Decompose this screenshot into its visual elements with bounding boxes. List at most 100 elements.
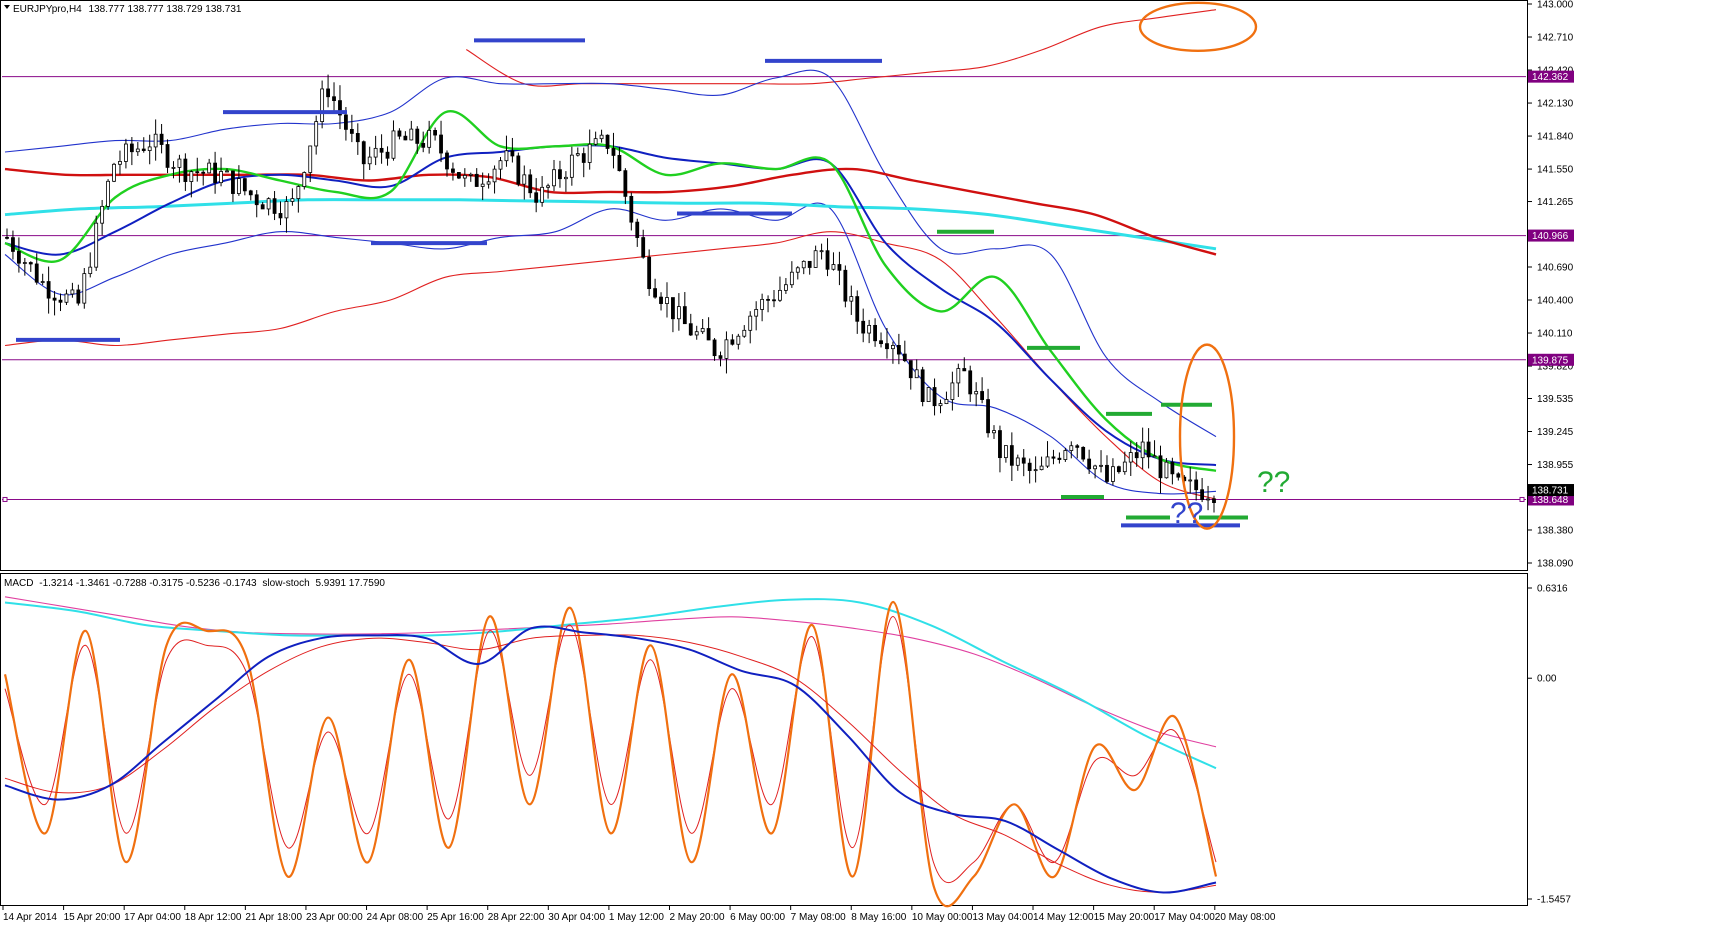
candle[interactable] bbox=[617, 155, 622, 172]
candle[interactable] bbox=[998, 430, 1002, 459]
candle[interactable] bbox=[415, 128, 420, 144]
candle[interactable] bbox=[1212, 498, 1216, 503]
candle[interactable] bbox=[1099, 464, 1103, 467]
ma-red-line[interactable] bbox=[4, 167, 1217, 256]
candle[interactable] bbox=[22, 262, 27, 264]
candle[interactable] bbox=[534, 192, 539, 203]
candle[interactable] bbox=[575, 153, 580, 156]
candle[interactable] bbox=[260, 204, 265, 210]
candle[interactable] bbox=[766, 298, 770, 301]
candle[interactable] bbox=[1087, 458, 1092, 470]
candle[interactable] bbox=[16, 251, 21, 264]
candle[interactable] bbox=[552, 169, 556, 187]
candle[interactable] bbox=[974, 391, 979, 395]
candle[interactable] bbox=[896, 345, 901, 355]
candle[interactable] bbox=[100, 205, 105, 224]
candle[interactable] bbox=[807, 260, 812, 268]
candle[interactable] bbox=[433, 130, 437, 136]
candle[interactable] bbox=[355, 133, 360, 143]
candle[interactable] bbox=[611, 148, 616, 156]
candle[interactable] bbox=[647, 256, 652, 290]
candle[interactable] bbox=[201, 171, 206, 174]
candle[interactable] bbox=[635, 221, 640, 238]
candle[interactable] bbox=[1158, 455, 1163, 479]
candle[interactable] bbox=[1188, 479, 1193, 482]
candle[interactable] bbox=[153, 133, 158, 148]
candle[interactable] bbox=[843, 269, 848, 302]
candle[interactable] bbox=[932, 387, 937, 407]
candle[interactable] bbox=[1152, 455, 1157, 458]
candle[interactable] bbox=[1116, 466, 1121, 473]
candle[interactable] bbox=[492, 168, 497, 183]
candle[interactable] bbox=[248, 190, 253, 196]
macd-main-line[interactable] bbox=[4, 625, 1217, 894]
candle[interactable] bbox=[789, 271, 794, 286]
candle[interactable] bbox=[1039, 465, 1044, 471]
candle[interactable] bbox=[266, 198, 271, 210]
candle[interactable] bbox=[1176, 473, 1181, 478]
candle[interactable] bbox=[522, 174, 527, 185]
candle[interactable] bbox=[34, 263, 39, 283]
candle[interactable] bbox=[379, 147, 384, 153]
candle[interactable] bbox=[754, 309, 759, 317]
candle[interactable] bbox=[653, 288, 657, 298]
candle[interactable] bbox=[1081, 446, 1086, 460]
candle[interactable] bbox=[498, 160, 503, 170]
candle[interactable] bbox=[159, 133, 164, 145]
candle[interactable] bbox=[427, 130, 432, 148]
candle[interactable] bbox=[724, 339, 729, 359]
candle[interactable] bbox=[546, 185, 550, 188]
candle[interactable] bbox=[46, 281, 51, 299]
candle[interactable] bbox=[587, 143, 592, 163]
candle[interactable] bbox=[956, 368, 961, 384]
candle[interactable] bbox=[1051, 456, 1056, 459]
candle[interactable] bbox=[1093, 465, 1097, 470]
candle[interactable] bbox=[873, 324, 877, 342]
candle[interactable] bbox=[195, 171, 200, 174]
candle[interactable] bbox=[344, 114, 348, 130]
candle[interactable] bbox=[183, 158, 188, 182]
candle[interactable] bbox=[82, 273, 87, 304]
bollinger-upper-line[interactable] bbox=[4, 69, 1217, 438]
candle[interactable] bbox=[1021, 457, 1026, 464]
candle[interactable] bbox=[302, 172, 307, 187]
candle[interactable] bbox=[1009, 445, 1014, 466]
candle[interactable] bbox=[314, 121, 319, 147]
candle[interactable] bbox=[540, 186, 545, 203]
candle[interactable] bbox=[1105, 464, 1109, 482]
candle[interactable] bbox=[629, 195, 634, 223]
candle[interactable] bbox=[671, 297, 675, 320]
candle[interactable] bbox=[367, 156, 372, 165]
candle[interactable] bbox=[451, 168, 455, 173]
candle[interactable] bbox=[112, 163, 116, 182]
candle[interactable] bbox=[1134, 452, 1139, 459]
candle[interactable] bbox=[106, 180, 110, 207]
candle[interactable] bbox=[623, 170, 628, 197]
candle[interactable] bbox=[1170, 461, 1175, 475]
candle[interactable] bbox=[254, 194, 259, 206]
candle[interactable] bbox=[825, 250, 830, 270]
candle[interactable] bbox=[795, 267, 800, 273]
candle[interactable] bbox=[1164, 461, 1169, 479]
candle[interactable] bbox=[88, 266, 93, 275]
candle[interactable] bbox=[528, 174, 533, 194]
candle[interactable] bbox=[189, 171, 194, 182]
candle[interactable] bbox=[278, 213, 283, 219]
macd-magenta-line[interactable] bbox=[4, 596, 1217, 748]
candle[interactable] bbox=[1057, 457, 1062, 460]
candle[interactable] bbox=[236, 178, 241, 194]
candle[interactable] bbox=[700, 328, 705, 333]
candle[interactable] bbox=[1069, 445, 1074, 451]
candle[interactable] bbox=[665, 297, 669, 304]
candle[interactable] bbox=[730, 339, 735, 345]
candle[interactable] bbox=[926, 387, 931, 402]
candle[interactable] bbox=[855, 296, 860, 322]
candle[interactable] bbox=[659, 296, 663, 304]
level-anchor[interactable] bbox=[2, 496, 8, 502]
candle[interactable] bbox=[147, 146, 152, 151]
candle[interactable] bbox=[581, 153, 586, 163]
ma-cyan-line[interactable] bbox=[4, 198, 1217, 251]
candle[interactable] bbox=[748, 315, 753, 331]
candle[interactable] bbox=[225, 170, 229, 173]
candle[interactable] bbox=[207, 162, 212, 174]
